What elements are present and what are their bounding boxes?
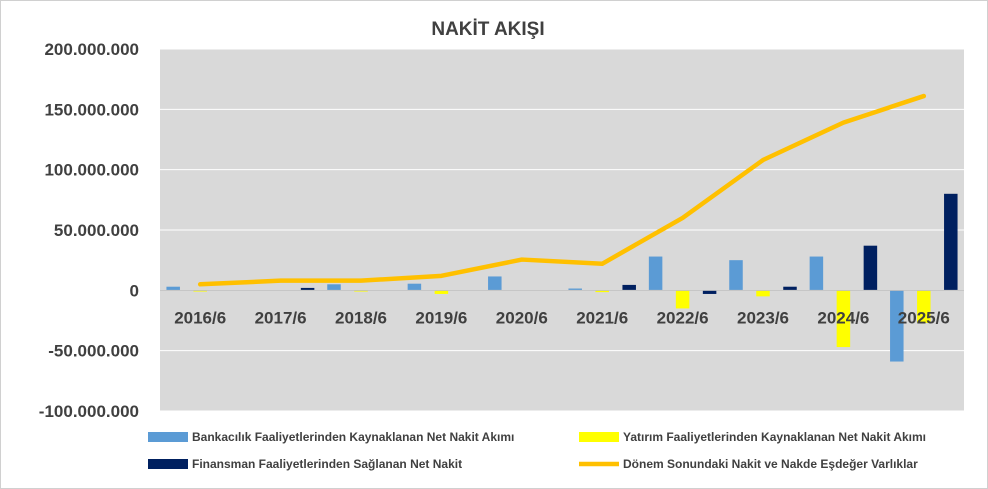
bar-banking (568, 288, 582, 291)
y-tick-label: 200.000.000 (44, 40, 139, 59)
y-tick-label: -50.000.000 (48, 342, 139, 361)
legend-swatch (579, 432, 619, 442)
bar-investing (434, 290, 449, 294)
bar-financing (300, 287, 315, 291)
x-tick-label: 2017/6 (255, 308, 307, 327)
bar-banking (488, 276, 502, 291)
bar-investing (193, 290, 207, 292)
x-tick-label: 2020/6 (496, 308, 548, 327)
y-tick-label: -100.000.000 (39, 402, 139, 421)
bar-banking (890, 290, 904, 362)
bar-investing (917, 290, 931, 323)
bar-financing (622, 284, 636, 291)
legend: Bankacılık Faaliyetlerinden Kaynaklanan … (148, 430, 926, 471)
bar-banking (648, 256, 663, 291)
legend-label: Dönem Sonundaki Nakit ve Nakde Eşdeğer V… (623, 457, 918, 471)
legend-swatch (148, 459, 188, 469)
y-tick-label: 50.000.000 (54, 221, 139, 240)
y-axis-tick-labels: 200.000.000 150.000.000 100.000.000 50.000.… (39, 40, 139, 421)
x-tick-label: 2016/6 (174, 308, 226, 327)
bar-financing (783, 286, 797, 291)
gridlines (160, 48, 964, 412)
legend-label: Bankacılık Faaliyetlerinden Kaynaklanan … (192, 430, 514, 444)
x-tick-label: 2024/6 (817, 308, 869, 327)
bar-financing (944, 193, 958, 291)
x-tick-label: 2022/6 (657, 308, 709, 327)
bar-investing (675, 290, 690, 309)
bar-banking (407, 283, 422, 291)
bar-banking (166, 286, 180, 291)
bar-investing (354, 290, 368, 292)
bar-financing (702, 290, 717, 294)
bars (166, 193, 958, 362)
bar-banking (809, 256, 824, 291)
cash-balance-line (197, 93, 927, 287)
bar-financing (863, 245, 878, 291)
x-tick-label: 2021/6 (576, 308, 628, 327)
line-cash-balance (197, 93, 927, 287)
chart-title: NAKİT AKIŞI (431, 19, 544, 40)
bar-investing (595, 290, 609, 293)
x-axis-tick-labels: 2016/6 2017/6 2018/6 2019/6 2020/6 2021/6 2022… (174, 308, 950, 327)
legend-label: Finansman Faaliyetlerinden Sağlanan Net … (192, 457, 462, 471)
bar-banking (327, 284, 341, 291)
x-tick-label: 2023/6 (737, 308, 789, 327)
x-tick-label: 2019/6 (415, 308, 467, 327)
bar-investing (836, 290, 851, 348)
legend-swatch (148, 432, 188, 442)
y-tick-label: 0 (130, 281, 139, 300)
bar-investing (756, 290, 770, 297)
y-tick-label: 150.000.000 (44, 100, 139, 119)
y-tick-label: 100.000.000 (44, 161, 139, 180)
x-tick-label: 2025/6 (898, 308, 950, 327)
x-tick-label: 2018/6 (335, 308, 387, 327)
legend-label: Yatırım Faaliyetlerinden Kaynaklanan Net… (623, 430, 926, 444)
bar-banking (729, 260, 743, 291)
